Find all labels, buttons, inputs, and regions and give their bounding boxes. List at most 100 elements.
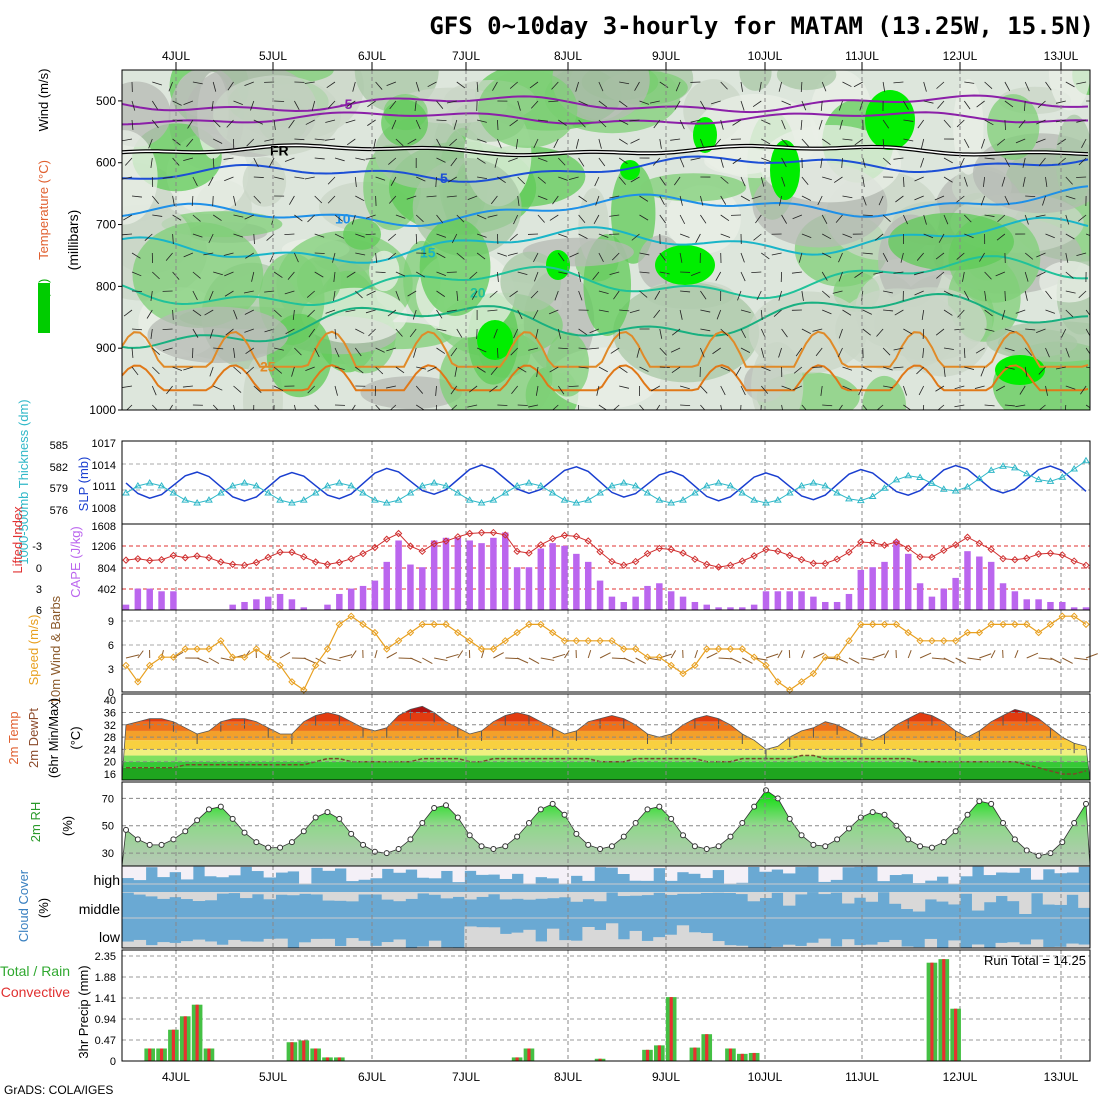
wind-barb [1038, 157, 1046, 167]
cape-bar [833, 601, 841, 610]
low-cloud-clear [216, 944, 229, 948]
wind-barb [862, 404, 868, 410]
wind-barb [196, 657, 209, 664]
cloud-layer-label: low [99, 929, 121, 945]
wind-barb [964, 214, 972, 223]
wind-barb [533, 138, 539, 149]
wind-speed-marker [868, 620, 877, 629]
freezing-level-line [122, 144, 1089, 156]
date-label: 11JUL [845, 49, 879, 63]
wind-barb [578, 271, 582, 282]
wind-speed-marker [347, 612, 355, 620]
wind-barb [963, 138, 970, 149]
high-cloud-clear [358, 866, 371, 880]
wind-barb [388, 195, 397, 204]
wind-barb [842, 366, 853, 371]
precip-convective-bar [337, 1057, 341, 1061]
wind-barb [956, 119, 965, 128]
wind-barb [740, 81, 743, 92]
wind-barb [558, 176, 568, 181]
wind-barb [224, 176, 234, 182]
wind-barb [446, 309, 457, 313]
middle-cloud-clear [1054, 892, 1067, 905]
thickness-marker [453, 489, 462, 496]
high-cloud-clear [676, 866, 690, 873]
thickness-marker [122, 489, 130, 496]
wind-barb [1065, 271, 1074, 279]
legend-label: Temperature (°C) [36, 160, 51, 260]
wind-barb [436, 309, 443, 319]
contour-label: 5 [440, 170, 448, 186]
rh-shade [1048, 70, 1090, 111]
wind-barb [694, 649, 698, 659]
rh-marker [881, 811, 888, 818]
thickness-marker [773, 496, 782, 503]
lifted-index-marker [311, 558, 320, 566]
wind-barb [791, 271, 802, 274]
bottom-date-axis: 4JUL 5JUL 6JUL 7JUL 8JUL 9JUL 10JUL 11JUL 12JUL 1… [162, 1070, 1079, 1084]
wind-barb [679, 119, 685, 130]
wind-barb [872, 653, 885, 659]
wind-barb [233, 309, 238, 320]
wind-barb [253, 119, 264, 125]
wind-barb [285, 328, 295, 335]
panel-frame [121, 865, 1091, 949]
wind-barb [1001, 176, 1006, 187]
panel-bg [122, 441, 1090, 524]
rh-marker [964, 811, 971, 818]
wind-barb [1023, 100, 1026, 111]
wind-speed-marker [145, 661, 154, 670]
precip-convective-bar [693, 1047, 697, 1061]
rh-marker [632, 820, 639, 826]
wind-barb [639, 252, 650, 256]
wind-barb [613, 290, 620, 300]
rh-marker [241, 829, 248, 836]
high-cloud-clear [1019, 866, 1032, 869]
y-tick-label: 1000 [89, 403, 116, 417]
wind-barb [213, 347, 224, 350]
wind-speed-marker [560, 637, 569, 645]
wind-speed-marker [359, 620, 367, 629]
wind-barb [387, 252, 397, 260]
wind-barb [854, 138, 864, 146]
rh-marker [312, 814, 319, 821]
rh-marker [905, 836, 912, 843]
wind-barb [554, 290, 559, 301]
wind-barb [416, 176, 426, 182]
rh-shade [122, 81, 171, 147]
lifted-index-marker [418, 547, 427, 556]
middle-cloud-clear [133, 892, 147, 895]
rh-legend-swatch [38, 283, 50, 333]
high-cloud-clear [570, 866, 583, 876]
wind-barb [957, 309, 965, 318]
wind-speed-marker [963, 628, 972, 637]
wind-barb [273, 385, 284, 391]
wind-barb [1024, 214, 1029, 225]
wind-barb [192, 290, 198, 301]
wind-barb [818, 119, 823, 130]
wind-barb [690, 157, 701, 161]
rh-axis-label: 2m RH [28, 802, 43, 842]
wind-barb [578, 100, 588, 106]
rh-shade [1039, 260, 1090, 303]
rh-marker [478, 843, 485, 850]
low-cloud-clear [346, 938, 359, 948]
wind-barb [1024, 81, 1030, 92]
wind-barb [820, 157, 823, 168]
wind-barb [922, 347, 925, 358]
middle-cloud-clear [346, 892, 359, 902]
lifted-index-marker [643, 549, 652, 558]
wind-barb [233, 100, 243, 105]
wind-barb [308, 328, 316, 338]
wind-barb [1057, 157, 1067, 165]
wind-barb [589, 328, 600, 334]
wind-barb [659, 81, 669, 88]
wind-barb [598, 366, 608, 373]
wind-barb [1060, 328, 1067, 339]
wind-barb [883, 385, 894, 389]
wind-speed-marker [679, 669, 687, 678]
thickness-marker [371, 496, 379, 503]
temp-tick-label: 24 [104, 744, 116, 756]
middle-cloud-clear [594, 892, 607, 902]
wind-barb [980, 195, 985, 206]
